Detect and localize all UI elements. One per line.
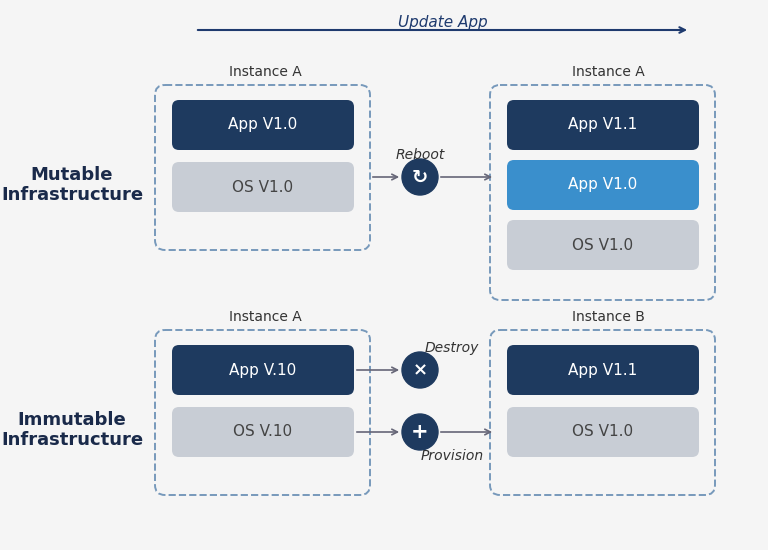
Text: Instance A: Instance A [229, 310, 301, 324]
Circle shape [402, 159, 438, 195]
Text: App V.10: App V.10 [230, 362, 296, 377]
FancyBboxPatch shape [172, 162, 354, 212]
Text: OS V.10: OS V.10 [233, 425, 293, 439]
Text: Reboot: Reboot [396, 148, 445, 162]
FancyBboxPatch shape [172, 407, 354, 457]
FancyBboxPatch shape [507, 220, 699, 270]
Text: OS V1.0: OS V1.0 [572, 425, 634, 439]
Text: +: + [411, 422, 429, 442]
FancyBboxPatch shape [507, 160, 699, 210]
Text: Instance A: Instance A [229, 65, 301, 79]
Text: App V1.0: App V1.0 [568, 178, 637, 192]
Circle shape [402, 414, 438, 450]
FancyBboxPatch shape [507, 100, 699, 150]
Text: ×: × [412, 361, 428, 379]
Text: Update App: Update App [398, 14, 488, 30]
Text: App V1.1: App V1.1 [568, 118, 637, 133]
Text: Mutable
Infrastructure: Mutable Infrastructure [1, 166, 143, 205]
Text: ↻: ↻ [412, 168, 429, 186]
Text: App V1.0: App V1.0 [228, 118, 298, 133]
FancyBboxPatch shape [507, 407, 699, 457]
Text: Instance B: Instance B [571, 310, 644, 324]
Circle shape [402, 352, 438, 388]
FancyBboxPatch shape [172, 100, 354, 150]
Text: Instance A: Instance A [571, 65, 644, 79]
Text: Immutable
Infrastructure: Immutable Infrastructure [1, 411, 143, 449]
Text: App V1.1: App V1.1 [568, 362, 637, 377]
FancyBboxPatch shape [172, 345, 354, 395]
FancyBboxPatch shape [507, 345, 699, 395]
Text: Destroy: Destroy [425, 341, 479, 355]
Text: OS V1.0: OS V1.0 [572, 238, 634, 252]
Text: Provision: Provision [420, 449, 484, 463]
Text: OS V1.0: OS V1.0 [233, 179, 293, 195]
